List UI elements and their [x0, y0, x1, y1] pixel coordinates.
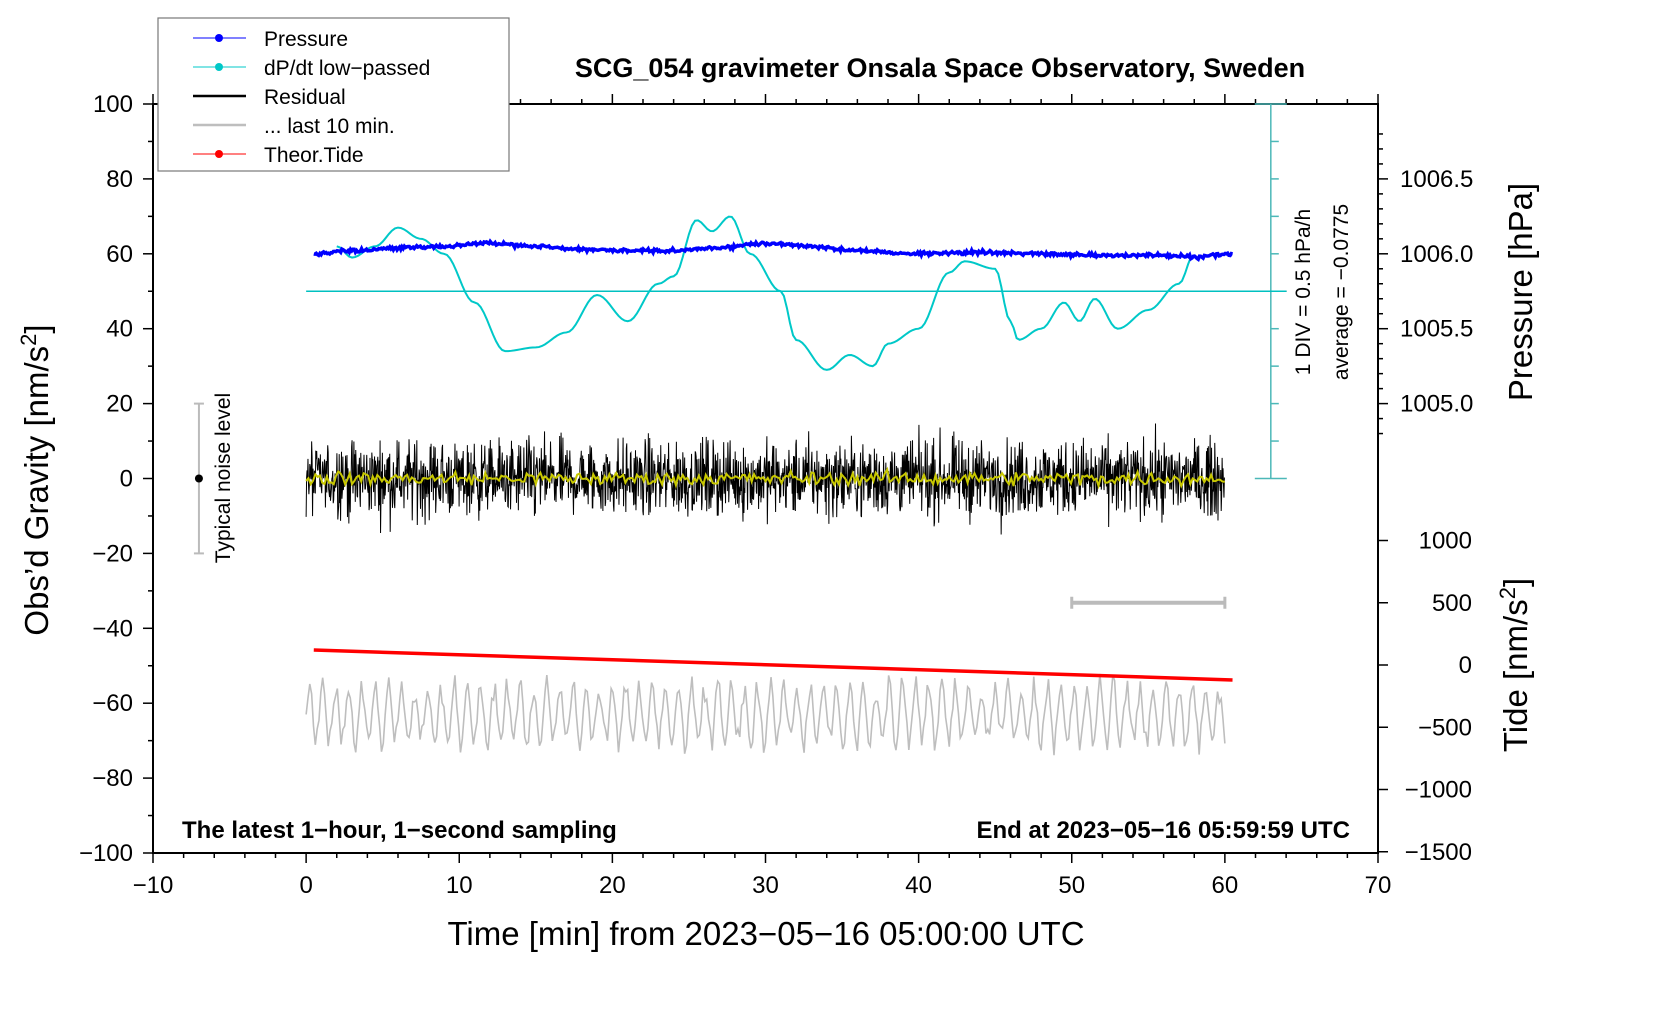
legend-marker	[215, 63, 223, 71]
y-tick-label: 40	[106, 316, 133, 343]
y-tick-label: 80	[106, 166, 133, 193]
chart-title: SCG_054 gravimeter Onsala Space Observat…	[575, 53, 1305, 83]
x-tick-label: 30	[752, 872, 779, 899]
legend: Pressure dP/dt low−passed Residual ... last…	[157, 17, 510, 172]
y-tick-label: 20	[106, 391, 133, 418]
legend-marker	[215, 34, 223, 42]
x-tick-label: 0	[299, 872, 312, 899]
y-tick-label: −100	[79, 840, 133, 867]
last10-series	[305, 673, 1226, 756]
residual-series	[305, 423, 1225, 535]
x-tick-label: 10	[446, 872, 473, 899]
y-tick-label: −80	[92, 765, 133, 792]
x-tick-label: 40	[905, 872, 932, 899]
y-axis-label-tide: Tide [nm/s2]	[1495, 578, 1534, 752]
legend-label: Pressure	[264, 28, 348, 51]
pressure-tick-label: 1005.0	[1400, 391, 1473, 418]
y-tick-label: −40	[92, 615, 133, 642]
y-axis-label-pressure: Pressure [hPa]	[1502, 183, 1539, 401]
tide-tick-label: −500	[1418, 714, 1472, 741]
tide-tick-label: 0	[1459, 652, 1472, 679]
y-tick-label: 0	[120, 466, 133, 493]
noise-label: Typical noise level	[212, 393, 235, 563]
bottom-left-note: The latest 1−hour, 1−second sampling	[182, 817, 617, 844]
bottom-right-note: End at 2023−05−16 05:59:59 UTC	[976, 817, 1350, 844]
tide-tick-label: 500	[1432, 590, 1472, 617]
pressure-tick-label: 1006.0	[1400, 241, 1473, 268]
x-tick-label: 60	[1212, 872, 1239, 899]
pressure-series	[313, 238, 1234, 262]
x-tick-label: 50	[1058, 872, 1085, 899]
residual-smoothed-series	[305, 466, 1225, 490]
noise-level-dot	[194, 474, 203, 483]
legend-label: Theor.Tide	[264, 144, 364, 167]
x-axis-label: Time [min] from 2023−05−16 05:00:00 UTC	[447, 915, 1084, 952]
legend-label: ... last 10 min.	[264, 115, 395, 138]
x-tick-label: 70	[1365, 872, 1392, 899]
y-axis-label-left: Obs’d Gravity [nm/s2]	[16, 324, 55, 635]
tide-tick-label: −1000	[1405, 777, 1472, 804]
tide-tick-label: 1000	[1419, 528, 1472, 555]
y-tick-label: 100	[93, 91, 133, 118]
y-tick-label: 60	[106, 241, 133, 268]
average-label: average = −0.0775	[1330, 204, 1353, 380]
y-tick-label: −60	[92, 690, 133, 717]
y-tick-label: −20	[92, 540, 133, 567]
x-tick-label: 20	[599, 872, 626, 899]
pressure-tick-label: 1005.5	[1400, 316, 1473, 343]
tide-series	[313, 648, 1233, 682]
legend-label: dP/dt low−passed	[264, 57, 430, 80]
legend-label: Residual	[264, 86, 346, 109]
legend-marker	[215, 150, 223, 158]
div-label: 1 DIV = 0.5 hPa/h	[1292, 209, 1315, 375]
x-tick-label: −10	[133, 872, 174, 899]
tide-tick-label: −1500	[1405, 839, 1472, 866]
pressure-tick-label: 1006.5	[1400, 166, 1473, 193]
legend-box	[157, 17, 510, 172]
dpdt-series	[336, 215, 1193, 371]
